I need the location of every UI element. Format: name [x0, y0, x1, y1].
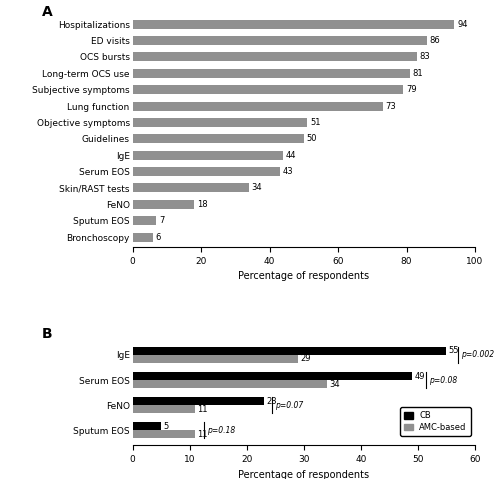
Bar: [132, 69, 410, 78]
X-axis label: Percentage of respondents: Percentage of respondents: [238, 271, 370, 281]
Text: 49: 49: [414, 372, 425, 380]
Text: 23: 23: [266, 397, 276, 406]
Text: 79: 79: [406, 85, 416, 94]
Text: 7: 7: [159, 216, 164, 225]
Text: 51: 51: [310, 118, 320, 127]
Bar: [132, 151, 283, 160]
Text: 29: 29: [300, 354, 311, 364]
Bar: [132, 380, 326, 388]
Bar: [132, 134, 304, 143]
Text: p=0.07: p=0.07: [275, 401, 304, 410]
Text: 73: 73: [386, 102, 396, 111]
Text: 11: 11: [198, 430, 208, 439]
Bar: [132, 422, 161, 430]
Bar: [132, 200, 194, 209]
Bar: [132, 167, 280, 176]
Bar: [132, 405, 196, 413]
Text: 5: 5: [164, 422, 168, 431]
Text: 18: 18: [197, 200, 207, 209]
Bar: [132, 216, 156, 225]
Text: B: B: [42, 327, 52, 341]
X-axis label: Percentage of respondents: Percentage of respondents: [238, 470, 370, 479]
Bar: [132, 232, 153, 241]
Text: 44: 44: [286, 151, 296, 160]
Text: 50: 50: [306, 134, 317, 143]
Text: 11: 11: [198, 405, 208, 414]
Text: A: A: [42, 5, 52, 19]
Bar: [132, 20, 454, 29]
Text: 83: 83: [420, 52, 430, 61]
Text: 94: 94: [457, 20, 468, 29]
Bar: [132, 372, 412, 380]
Bar: [132, 52, 417, 61]
Text: p=0.08: p=0.08: [430, 376, 458, 385]
Text: 6: 6: [156, 232, 161, 241]
Bar: [132, 102, 382, 111]
Text: 86: 86: [430, 36, 440, 45]
Text: 81: 81: [412, 69, 424, 78]
Text: 55: 55: [448, 346, 459, 355]
Bar: [132, 36, 427, 45]
Text: p=0.18: p=0.18: [206, 426, 235, 435]
Bar: [132, 355, 298, 363]
Bar: [132, 430, 196, 438]
Bar: [132, 397, 264, 405]
Bar: [132, 85, 403, 94]
Legend: CB, AMC-based: CB, AMC-based: [400, 407, 471, 436]
Bar: [132, 118, 307, 127]
Text: 34: 34: [329, 379, 340, 388]
Text: 34: 34: [252, 183, 262, 193]
Text: p=0.002: p=0.002: [460, 351, 494, 359]
Bar: [132, 183, 249, 193]
Text: 43: 43: [282, 167, 293, 176]
Bar: [132, 347, 446, 355]
